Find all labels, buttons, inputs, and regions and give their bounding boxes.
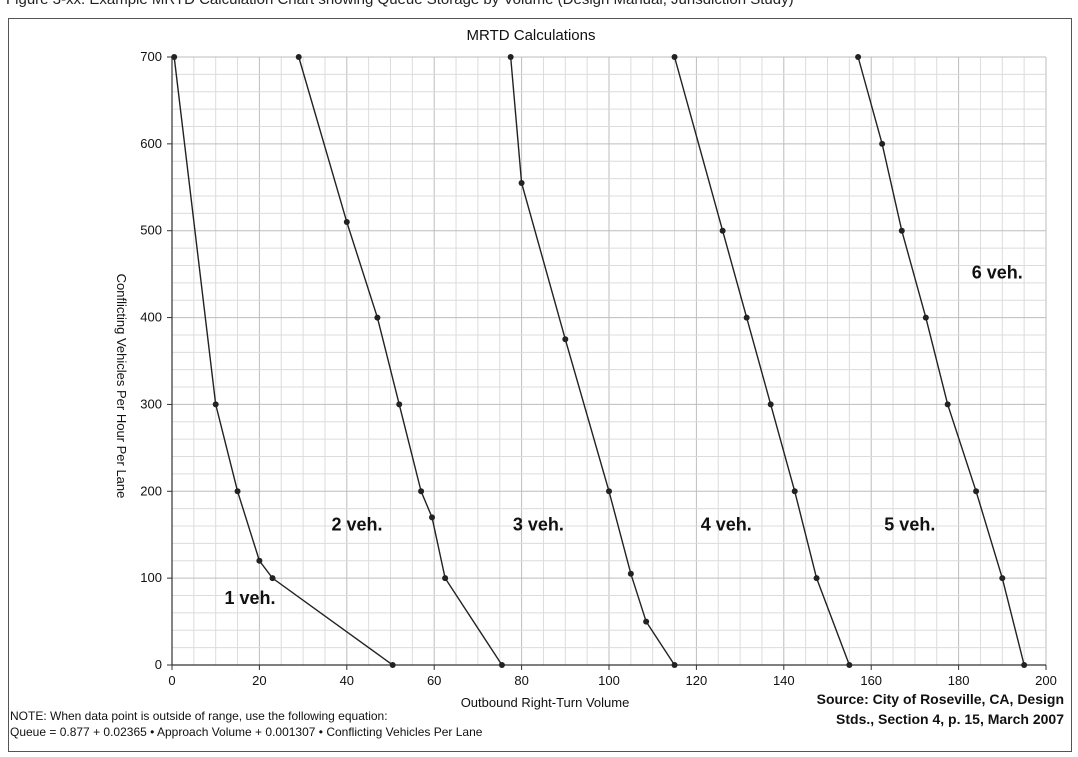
data-point [295,54,302,60]
y-tick-label: 300 [140,396,162,411]
chart-frame: 0 20 40 60 80 100 120 140 160 180 200 0 100 200 300 400… [8,18,1072,752]
x-tick-label: 180 [948,673,970,688]
series-line-2 [298,56,503,666]
data-point [498,662,505,668]
data-point [606,488,612,495]
annotation-label: 4 veh. [701,514,752,534]
source-line-1: Source: City of Roseville, CA, Design [816,691,1064,707]
x-tick-label: 100 [598,673,620,688]
axes: 0 20 40 60 80 100 120 140 160 180 200 0 100 200 300 400… [140,49,1057,688]
data-point [643,618,650,625]
x-tick-label: 120 [686,673,708,688]
note-line-1: NOTE: When data point is outside of rang… [10,709,388,723]
series-group [171,54,1028,668]
data-point [671,662,678,668]
y-axis-label: Conflicting Vehicles Per Hour Per Lane [114,274,129,499]
data-point [429,514,436,521]
data-point [1021,662,1028,668]
data-point [212,401,219,408]
x-tick-label: 20 [252,673,266,688]
data-point [671,54,678,60]
data-point [507,54,514,60]
data-point [374,314,381,321]
data-point [743,314,750,321]
data-point [389,662,396,668]
data-point [813,575,820,582]
x-axis-label: Outbound Right-Turn Volume [461,695,630,710]
annotation-label: 6 veh. [972,262,1023,282]
data-point [999,575,1006,582]
data-point [922,314,929,321]
data-point [879,140,886,147]
y-tick-label: 400 [140,310,162,325]
data-point [627,570,634,577]
annotation-label: 1 veh. [224,588,275,608]
data-point [944,401,951,408]
chart-title: MRTD Calculations [467,27,596,44]
x-tick-label: 140 [773,673,795,688]
equation-note: NOTE: When data point is outside of rang… [10,708,482,740]
annotation-labels: 1 veh. 2 veh. 3 veh. 4 veh. 5 veh. 6 veh. [224,262,1022,608]
y-tick-label: 0 [155,657,162,672]
data-point [269,575,276,582]
x-tick-label: 0 [168,673,175,688]
annotation-label: 5 veh. [884,514,935,534]
data-point [562,336,569,343]
source-line-2: Stds., Section 4, p. 15, March 2007 [836,711,1064,727]
series-line-3 [509,56,676,666]
y-tick-label: 100 [140,570,162,585]
figure-caption: Figure 3-xx. Example MRTD Calculation Ch… [6,0,1078,11]
data-point [898,227,905,234]
x-tick-label: 40 [340,673,354,688]
data-point [518,179,525,186]
note-line-2: Queue = 0.877 + 0.02365 • Approach Volum… [10,725,483,739]
y-tick-label: 700 [140,49,162,64]
y-tick-label: 500 [140,223,162,238]
data-point [846,662,853,668]
data-point [396,401,403,408]
data-point [719,227,726,234]
x-tick-label: 160 [860,673,882,688]
series-line-1 [173,56,394,666]
annotation-label: 3 veh. [513,514,564,534]
x-tick-label: 200 [1035,673,1057,688]
data-point [343,219,350,226]
mrtd-chart: 0 20 40 60 80 100 120 140 160 180 200 0 100 200 300 400… [114,27,1057,710]
x-tick-label: 80 [514,673,528,688]
series-line-5 [857,56,1025,666]
y-tick-label: 200 [140,483,162,498]
y-tick-label: 600 [140,136,162,151]
data-point [973,488,980,495]
data-point [855,54,862,60]
data-point [418,488,425,495]
source-citation: Source: City of Roseville, CA, Design St… [817,689,1064,729]
annotation-label: 2 veh. [332,514,383,534]
data-point [442,575,449,582]
data-point [767,401,774,408]
data-point [791,488,798,495]
grid [171,56,1047,666]
data-point [234,488,241,495]
x-tick-label: 60 [427,673,441,688]
data-point [256,557,263,564]
data-point [171,54,178,60]
